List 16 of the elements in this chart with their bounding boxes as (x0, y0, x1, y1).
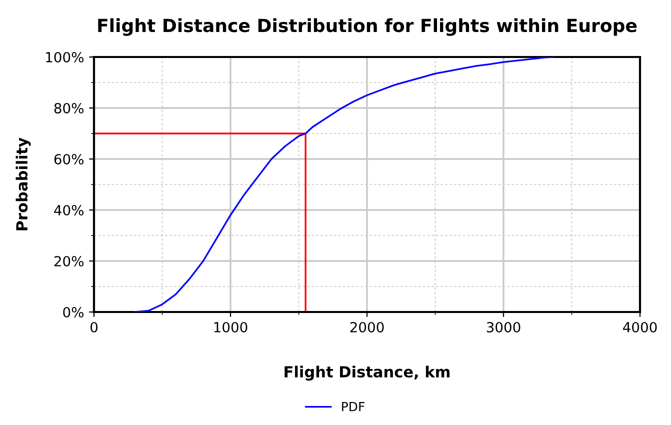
y-tick-label: 100% (46, 52, 84, 62)
x-tick-label: 0 (90, 322, 98, 332)
y-tick-label: 80% (54, 102, 84, 114)
y-tick-label: 40% (54, 204, 84, 216)
line-series (134, 57, 555, 312)
x-axis-title: Flight Distance, km (284, 366, 450, 381)
y-tick-label: 20% (54, 256, 84, 266)
x-tick-label: 2000 (350, 322, 384, 332)
y-axis-title: Probability (16, 138, 31, 230)
chart-title: Flight Distance Distribution for Flights within Europe (98, 18, 637, 36)
y-tick-label: 0% (63, 306, 84, 318)
x-tick-label: 1000 (214, 322, 248, 332)
y-tick-label: 60% (54, 154, 84, 164)
x-tick-label: 3000 (486, 322, 520, 332)
legend-label: PDF (342, 402, 364, 412)
x-tick-label: 4000 (623, 322, 657, 332)
